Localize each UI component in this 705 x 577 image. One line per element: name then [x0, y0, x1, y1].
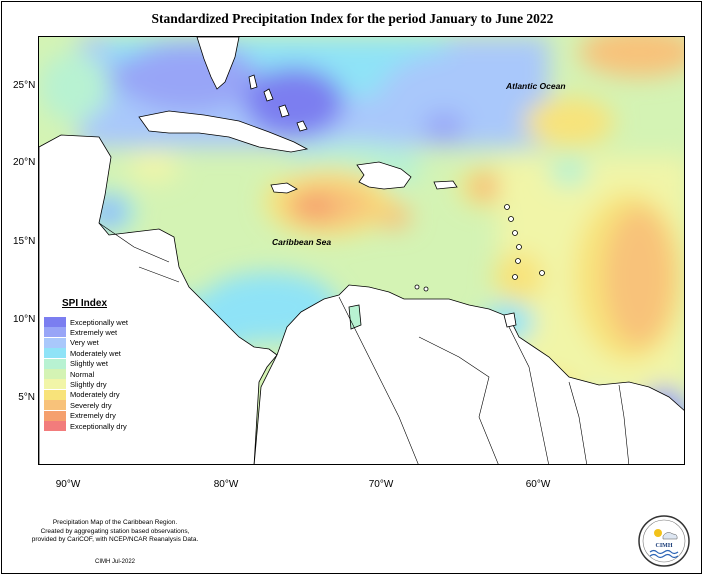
legend-title: SPI Index	[62, 298, 108, 309]
legend-label: Moderately dry	[70, 390, 120, 400]
cloud-icon	[662, 532, 678, 540]
spi-legend: SPI Index Exceptionally wet Extremely wet…	[44, 298, 172, 438]
legend-swatch	[44, 410, 66, 421]
lat-label-10n: 10°N	[13, 314, 36, 325]
legend-swatch	[44, 327, 66, 338]
cimh-logo: CIMH	[637, 514, 691, 568]
legend-item: Very wet	[44, 337, 99, 348]
legend-item: Slightly dry	[44, 379, 107, 390]
spi-map	[38, 36, 685, 465]
legend-swatch	[44, 358, 66, 369]
lat-label-20n: 20°N	[13, 157, 36, 168]
credit-line: CIMH Jul-2022	[94, 559, 135, 565]
lon-label-80w: 80°W	[213, 479, 239, 490]
legend-label: Slightly wet	[70, 359, 108, 369]
legend-item: Moderately dry	[44, 389, 120, 400]
legend-label: Exceptionally dry	[70, 421, 127, 431]
country-borders	[98, 222, 630, 464]
legend-swatch	[44, 317, 66, 327]
legend-swatch	[44, 400, 66, 411]
legend-label: Extremely wet	[70, 327, 118, 337]
footnote-line-2: Created by aggregating station based obs…	[40, 527, 190, 535]
legend-swatch	[44, 348, 66, 359]
lat-label-15n: 15°N	[13, 236, 36, 247]
atlantic-ocean-label: Atlantic Ocean	[506, 81, 566, 91]
lat-label-25n: 25°N	[13, 80, 36, 91]
footnote-line-3: provided by CariCOF, with NCEP/NCAR Rean…	[31, 536, 199, 543]
land-masses	[39, 37, 684, 464]
legend-label: Severely dry	[70, 400, 112, 410]
legend-item: Slightly wet	[44, 358, 108, 369]
legend-item: Normal	[44, 369, 94, 379]
lon-label-90w: 90°W	[55, 479, 81, 490]
legend-swatch	[44, 421, 66, 431]
legend-item: Moderately wet	[44, 348, 121, 359]
logo-text: CIMH	[656, 543, 673, 549]
footnote: Precipitation Map of the Caribbean Regio…	[0, 519, 230, 545]
legend-item: Extremely wet	[44, 327, 118, 338]
wave-icon	[649, 549, 679, 555]
legend-item: Extremely dry	[44, 410, 116, 421]
sun-icon	[654, 529, 662, 537]
legend-label: Very wet	[70, 338, 99, 348]
caribbean-sea-label: Caribbean Sea	[272, 237, 332, 247]
legend-label: Slightly dry	[70, 379, 107, 389]
legend-swatch	[44, 389, 66, 400]
legend-swatch	[44, 369, 66, 379]
lon-label-70w: 70°W	[368, 479, 394, 490]
lat-label-5n: 5°N	[18, 392, 35, 403]
footnote-line-1: Precipitation Map of the Caribbean Regio…	[52, 519, 178, 526]
spi-map-svg	[39, 37, 684, 464]
legend-label: Normal	[70, 369, 95, 379]
legend-item: Severely dry	[44, 400, 112, 411]
legend-item: Exceptionally dry	[44, 421, 127, 431]
legend-label: Moderately wet	[70, 348, 121, 358]
map-title: Standardized Precipitation Index for the…	[151, 11, 554, 26]
legend-item: Exceptionally wet	[44, 317, 128, 327]
legend-swatch	[44, 379, 66, 390]
spi-field	[39, 37, 684, 457]
legend-label: Extremely dry	[70, 411, 116, 421]
legend-label: Exceptionally wet	[70, 317, 128, 327]
lon-label-60w: 60°W	[525, 479, 551, 490]
legend-swatch	[44, 337, 66, 348]
